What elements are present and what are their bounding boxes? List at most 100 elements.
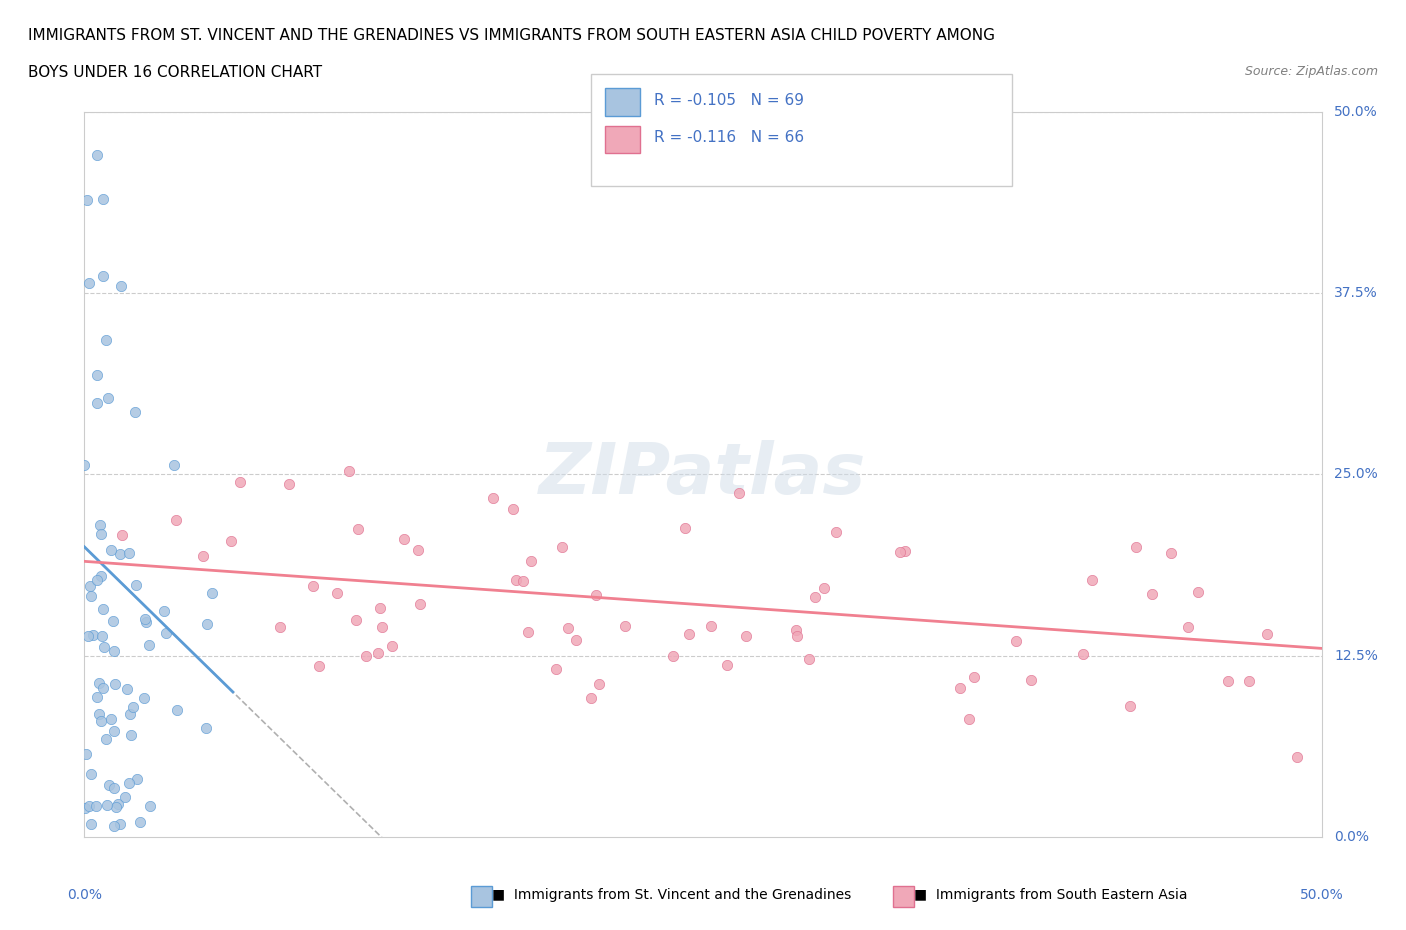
Point (804, 590, 827, 604)
Point (122, 699, 145, 714)
Text: ■  Immigrants from St. Vincent and the Grenadines: ■ Immigrants from St. Vincent and the Gr… (492, 888, 852, 902)
Point (1080, 573, 1102, 588)
Point (337, 464, 360, 479)
Point (893, 543, 915, 558)
Point (90, 569, 112, 584)
Point (91, 629, 114, 644)
Point (163, 458, 186, 472)
Point (1256, 626, 1278, 641)
Point (229, 474, 252, 489)
Point (90, 526, 112, 541)
Point (166, 702, 188, 717)
Text: BOYS UNDER 16 CORRELATION CHART: BOYS UNDER 16 CORRELATION CHART (28, 65, 322, 80)
Point (799, 652, 821, 667)
Point (90, 713, 112, 728)
Point (1140, 586, 1163, 601)
Point (93, 639, 115, 654)
Point (371, 619, 394, 634)
Point (96, 732, 118, 747)
Point (165, 512, 187, 527)
Point (193, 549, 215, 564)
Point (367, 645, 389, 660)
Point (1125, 540, 1147, 555)
Point (155, 625, 177, 640)
Point (132, 691, 155, 706)
Point (962, 670, 984, 684)
Point (269, 619, 291, 634)
Text: ■  Immigrants from South Eastern Asia: ■ Immigrants from South Eastern Asia (914, 888, 1188, 902)
Point (565, 632, 588, 647)
Point (91, 192, 114, 206)
Point (96, 797, 118, 812)
Point (409, 596, 432, 611)
Text: 0.0%: 0.0% (1334, 830, 1369, 844)
Text: ZIPatlas: ZIPatlas (540, 440, 866, 509)
Point (197, 617, 219, 631)
Point (347, 522, 370, 537)
Point (588, 677, 610, 692)
Point (139, 798, 162, 813)
Point (813, 580, 835, 595)
Point (76, 193, 98, 207)
Point (86, 148, 108, 163)
Point (101, 614, 124, 629)
Point (1019, 672, 1042, 687)
Point (662, 648, 685, 663)
Point (889, 544, 911, 559)
Point (1073, 646, 1095, 661)
Point (392, 532, 415, 547)
Point (406, 542, 429, 557)
Point (579, 690, 602, 705)
Point (93, 268, 115, 283)
Point (326, 586, 349, 601)
Point (129, 815, 152, 830)
Point (502, 502, 524, 517)
Point (86, 396, 108, 411)
Point (200, 585, 222, 600)
Point (110, 278, 132, 293)
Point (80, 589, 103, 604)
Text: 0.0%: 0.0% (67, 888, 101, 902)
Point (73, 457, 96, 472)
Point (344, 612, 367, 627)
Point (103, 724, 125, 738)
Point (195, 721, 218, 736)
Point (118, 707, 141, 722)
Point (381, 638, 404, 653)
Point (117, 682, 139, 697)
Point (80, 817, 103, 831)
Point (107, 797, 129, 812)
Point (505, 572, 527, 587)
Point (96, 333, 118, 348)
Point (1004, 633, 1026, 648)
Point (678, 626, 700, 641)
Point (1119, 698, 1142, 713)
Text: 50.0%: 50.0% (1334, 104, 1378, 119)
Point (551, 539, 574, 554)
Point (370, 601, 392, 616)
Point (77, 628, 100, 643)
Point (84, 799, 107, 814)
Point (100, 711, 122, 726)
Point (104, 800, 127, 815)
Point (825, 525, 848, 539)
Point (727, 485, 749, 500)
Point (97, 391, 120, 405)
Point (125, 578, 148, 592)
Point (302, 578, 325, 593)
Point (97, 777, 120, 792)
Point (104, 677, 127, 692)
Point (108, 547, 131, 562)
Point (134, 611, 156, 626)
Point (86, 573, 108, 588)
Point (585, 588, 607, 603)
Point (103, 819, 125, 834)
Point (73, 801, 96, 816)
Point (673, 520, 696, 535)
Point (957, 711, 980, 726)
Point (785, 623, 807, 638)
Point (86, 689, 108, 704)
Point (75, 747, 97, 762)
Point (1177, 620, 1199, 635)
Point (79, 578, 101, 593)
